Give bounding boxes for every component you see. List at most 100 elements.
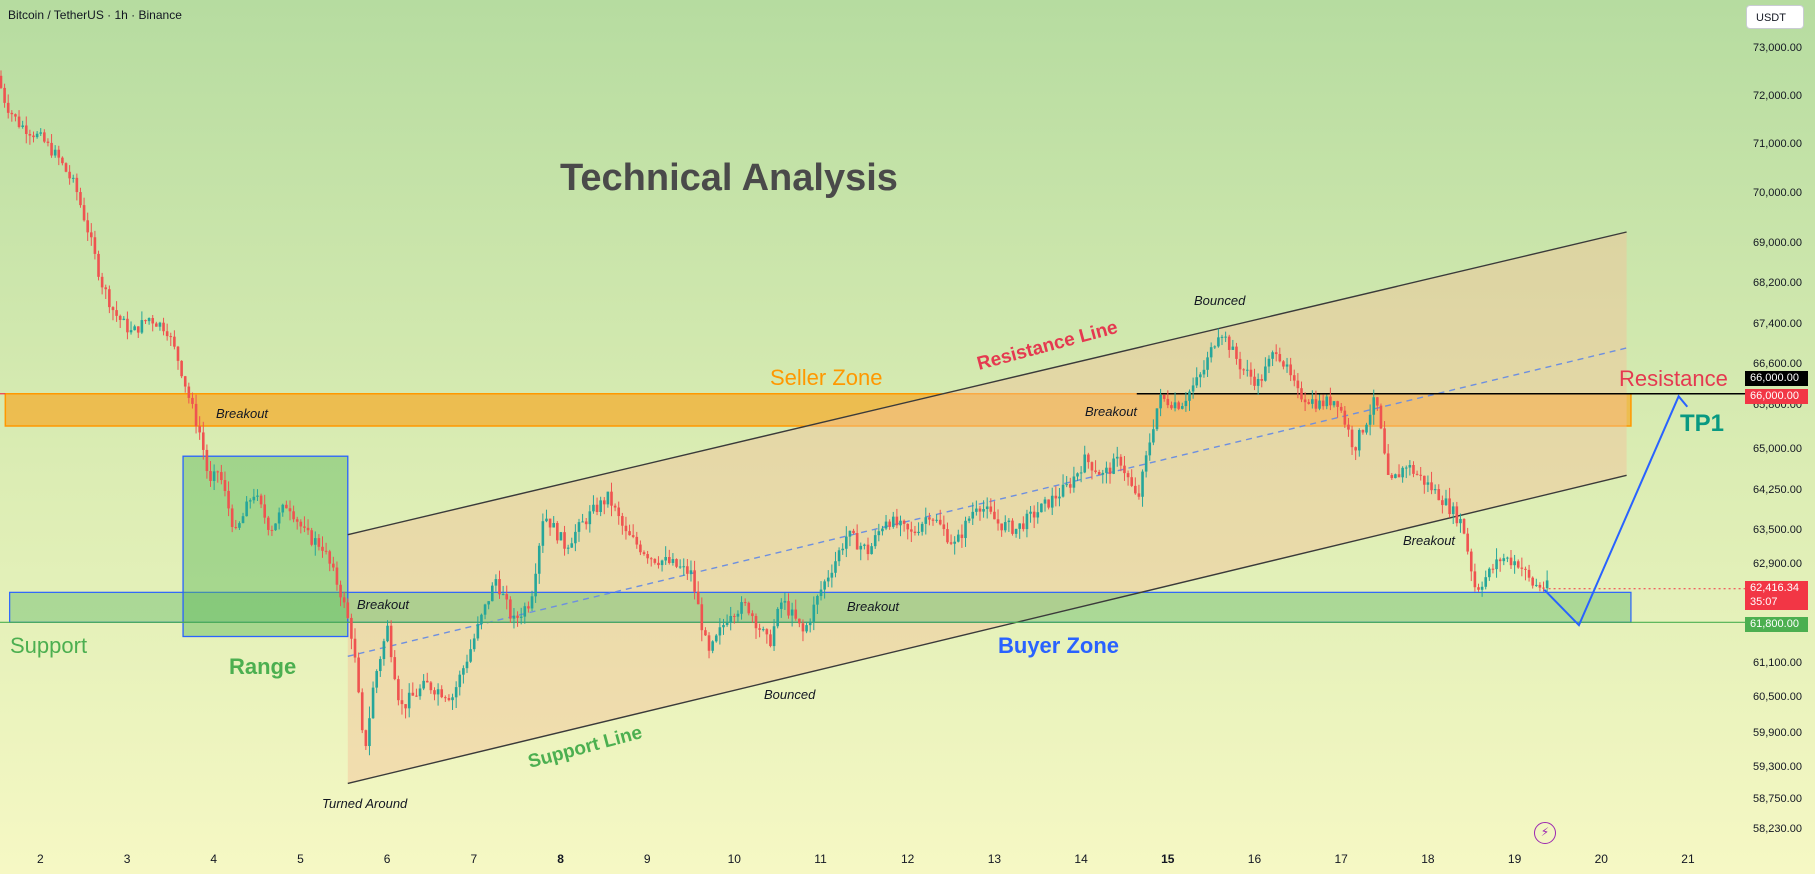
candle <box>335 561 339 591</box>
candle-body <box>736 613 740 617</box>
candle-body <box>1527 569 1531 578</box>
x-tick-label: 15 <box>1161 852 1175 866</box>
candle <box>1318 394 1321 411</box>
candle <box>201 421 205 460</box>
candle <box>82 197 86 222</box>
candle-body <box>115 310 118 316</box>
lightning-icon[interactable]: ⚡ <box>1534 822 1556 844</box>
candle-body <box>46 141 50 143</box>
candle <box>798 618 801 628</box>
candle <box>1097 469 1101 475</box>
tp1-label: TP1 <box>1680 410 1724 437</box>
candle-body <box>1480 586 1484 590</box>
candle-body <box>32 135 35 138</box>
candle <box>1195 367 1199 388</box>
candle-body <box>292 511 295 520</box>
candle-body <box>621 516 624 526</box>
candle <box>469 639 472 663</box>
y-tick-label: 62,900.00 <box>1753 558 1802 570</box>
candle <box>270 525 274 536</box>
candle-body <box>263 504 266 518</box>
candle-body <box>454 687 458 698</box>
candle-body <box>165 331 169 337</box>
candle-body <box>93 237 97 254</box>
candle <box>89 223 93 246</box>
candle <box>288 500 292 521</box>
y-tick-label: 61,100.00 <box>1753 657 1802 669</box>
candle <box>1115 446 1119 467</box>
candle-body <box>1444 498 1448 506</box>
candle <box>501 585 505 596</box>
candle-body <box>592 504 595 512</box>
candle-body <box>548 518 552 528</box>
candle-body <box>1267 358 1271 367</box>
candle-body <box>1112 458 1115 474</box>
candle <box>599 496 602 517</box>
candle-body <box>1050 495 1054 508</box>
candle-body <box>1249 369 1253 377</box>
candle <box>783 592 787 610</box>
candle-body <box>523 606 527 617</box>
candle <box>205 444 209 479</box>
candle-body <box>1484 577 1488 587</box>
candle-body <box>86 220 89 233</box>
candle-body <box>931 519 935 521</box>
candle-body <box>277 512 281 524</box>
candle <box>1083 445 1087 474</box>
x-tick-label: 18 <box>1421 852 1435 866</box>
candle-body <box>1347 424 1350 430</box>
candle-body <box>234 526 238 528</box>
y-tick-label: 69,000.00 <box>1753 237 1802 249</box>
candle <box>1289 357 1292 382</box>
candle <box>1242 368 1245 376</box>
x-tick-label: 20 <box>1595 852 1609 866</box>
candle <box>1217 328 1220 348</box>
candle <box>1108 462 1112 484</box>
candle-body <box>483 604 487 615</box>
candle <box>910 521 913 543</box>
candle <box>306 519 310 535</box>
candle <box>46 138 50 147</box>
candle <box>956 529 960 543</box>
candle-body <box>610 491 613 506</box>
candle-body <box>884 521 888 529</box>
candle <box>1072 466 1076 493</box>
candle <box>1498 557 1502 572</box>
candle <box>1231 339 1235 350</box>
candle <box>1412 461 1415 478</box>
candle-body <box>324 550 328 552</box>
candle <box>845 526 848 558</box>
candle <box>917 522 920 536</box>
candle-body <box>281 504 285 513</box>
candle-body <box>787 601 790 616</box>
candle-body <box>389 625 393 658</box>
candle-body <box>1195 377 1199 386</box>
candle <box>949 534 953 546</box>
candle <box>653 558 657 565</box>
candle <box>32 131 35 143</box>
candle <box>1029 505 1032 523</box>
candle <box>1484 570 1488 590</box>
candle <box>1390 473 1394 480</box>
candle <box>1516 559 1520 569</box>
candle-body <box>422 680 425 689</box>
candle <box>960 524 964 548</box>
candle-body <box>855 533 859 550</box>
candle-body <box>1477 587 1480 590</box>
candle-body <box>711 641 714 651</box>
candle <box>1162 394 1166 402</box>
candle <box>519 607 523 625</box>
candle <box>313 531 317 556</box>
candle-body <box>660 560 664 566</box>
candle-body <box>198 426 201 433</box>
candle <box>545 509 548 523</box>
currency-button[interactable]: USDT <box>1746 5 1804 29</box>
candle-body <box>364 730 368 747</box>
candle <box>563 525 566 556</box>
candle <box>71 174 75 183</box>
candle-body <box>581 521 584 523</box>
candle-body <box>1087 454 1090 463</box>
